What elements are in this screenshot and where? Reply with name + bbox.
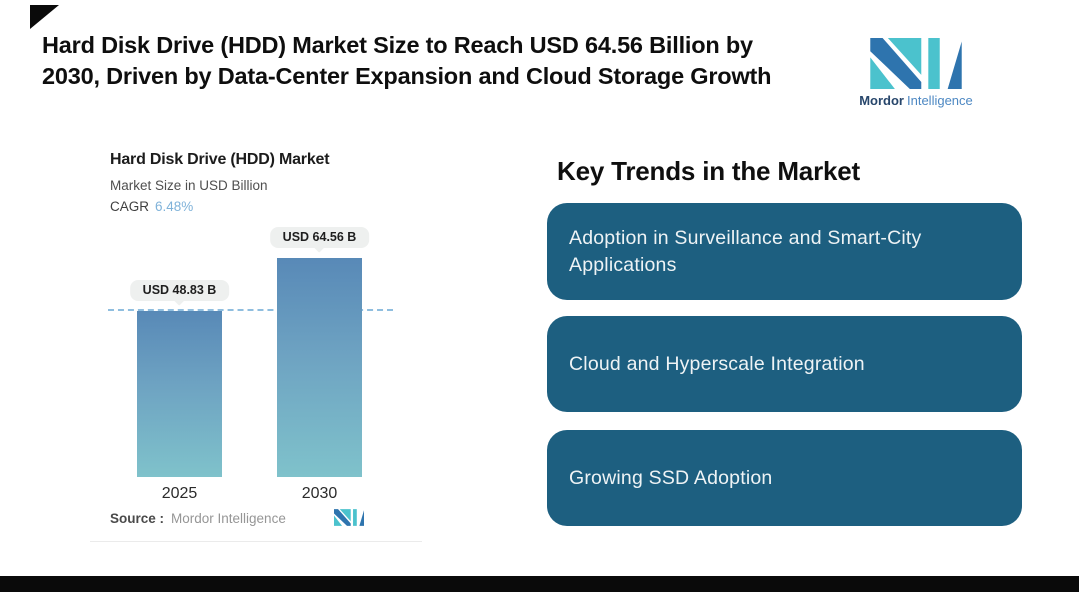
cagr-label: CAGR bbox=[110, 199, 150, 214]
brand-wordmark-regular: Intelligence bbox=[907, 93, 973, 108]
trend-box-cloud-hyperscale: Cloud and Hyperscale Integration bbox=[547, 316, 1022, 412]
value-label-2025: USD 48.83 B bbox=[129, 280, 230, 306]
brand-wordmark: Mordor Intelligence bbox=[856, 93, 976, 108]
trend-box-surveillance: Adoption in Surveillance and Smart-City … bbox=[547, 203, 1022, 300]
bottom-accent-bar bbox=[0, 576, 1079, 592]
trend-box-ssd-adoption: Growing SSD Adoption bbox=[547, 430, 1022, 526]
corner-accent-triangle bbox=[30, 5, 59, 29]
value-label-2030: USD 64.56 B bbox=[269, 227, 370, 253]
value-label-pointer bbox=[313, 241, 326, 253]
page-title: Hard Disk Drive (HDD) Market Size to Rea… bbox=[42, 30, 882, 92]
chart-title: Hard Disk Drive (HDD) Market bbox=[110, 151, 330, 168]
trends-heading: Key Trends in the Market bbox=[557, 156, 860, 186]
plot-area: USD 48.83 B 2025 USD 64.56 B 2030 bbox=[108, 227, 408, 502]
market-chart-card: Hard Disk Drive (HDD) Market Market Size… bbox=[90, 138, 422, 542]
trend-box-label: Growing SSD Adoption bbox=[569, 466, 773, 489]
bar-2025 bbox=[137, 311, 222, 477]
brand-wordmark-bold: Mordor bbox=[859, 93, 904, 108]
trend-box-label: Adoption in Surveillance and Smart-City … bbox=[569, 226, 922, 276]
mordor-logo-mark-icon bbox=[870, 38, 962, 89]
chart-cagr: CAGR 6.48% bbox=[110, 199, 193, 214]
page-title-line1: Hard Disk Drive (HDD) Market Size to Rea… bbox=[42, 32, 753, 58]
source-value: Mordor Intelligence bbox=[171, 511, 286, 526]
page-title-line2: 2030, Driven by Data-Center Expansion an… bbox=[42, 63, 772, 89]
x-tick-2025: 2025 bbox=[161, 485, 198, 502]
value-label-pointer bbox=[173, 294, 186, 306]
source-label: Source : bbox=[110, 511, 165, 526]
bar-2030 bbox=[277, 258, 362, 477]
mordor-logo-mark-small-icon bbox=[334, 509, 364, 526]
cagr-value: 6.48% bbox=[155, 199, 194, 214]
x-tick-2030: 2030 bbox=[301, 485, 338, 502]
reference-dashed-line bbox=[108, 309, 393, 311]
source-row: Source : Mordor Intelligence bbox=[110, 511, 286, 526]
mordor-intelligence-logo: Mordor Intelligence bbox=[856, 38, 976, 108]
chart-subtitle: Market Size in USD Billion bbox=[110, 178, 268, 193]
trend-box-label: Cloud and Hyperscale Integration bbox=[569, 352, 865, 375]
